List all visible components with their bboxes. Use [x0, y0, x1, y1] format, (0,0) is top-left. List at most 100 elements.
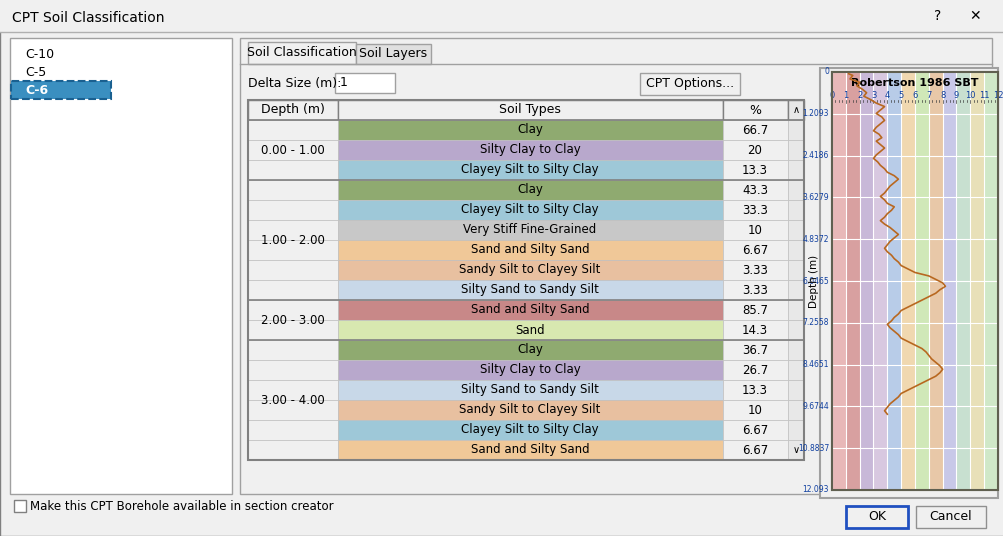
Text: 4.8372: 4.8372 — [801, 235, 828, 244]
Text: 0.00 - 1.00: 0.00 - 1.00 — [261, 144, 325, 157]
Text: 1.00 - 2.00: 1.00 - 2.00 — [261, 234, 325, 247]
Bar — [787, 340, 803, 360]
Bar — [819, 68, 997, 498]
Bar — [787, 300, 803, 320]
Bar — [338, 100, 722, 120]
Text: ✕: ✕ — [968, 9, 980, 23]
Bar — [787, 100, 803, 120]
Bar — [942, 72, 956, 490]
Bar — [831, 72, 845, 490]
Text: Clay: Clay — [517, 344, 543, 356]
Text: 20: 20 — [747, 144, 761, 157]
Bar — [887, 72, 901, 490]
Bar — [722, 340, 787, 360]
Bar — [338, 200, 722, 220]
Text: 43.3: 43.3 — [741, 183, 767, 197]
Text: C-6: C-6 — [25, 84, 48, 96]
Text: 13.3: 13.3 — [741, 383, 767, 397]
Text: 3.33: 3.33 — [741, 264, 767, 277]
Text: 9: 9 — [953, 91, 958, 100]
Text: 9.6744: 9.6744 — [801, 402, 828, 411]
Text: 26.7: 26.7 — [741, 363, 767, 376]
Bar — [722, 380, 787, 400]
Text: 85.7: 85.7 — [741, 303, 767, 316]
Bar — [722, 100, 787, 120]
Text: Silty Clay to Clay: Silty Clay to Clay — [479, 363, 580, 376]
Text: 1: 1 — [340, 77, 347, 90]
Text: 36.7: 36.7 — [741, 344, 767, 356]
Text: Silty Clay to Clay: Silty Clay to Clay — [479, 144, 580, 157]
Text: %: % — [748, 103, 760, 116]
Text: 6.67: 6.67 — [741, 443, 767, 457]
Text: 33.3: 33.3 — [741, 204, 767, 217]
Bar — [338, 340, 722, 360]
Bar — [859, 72, 873, 490]
Text: Sand and Silty Sand: Sand and Silty Sand — [470, 243, 589, 257]
Bar — [338, 140, 722, 160]
Text: CPT Soil Classification: CPT Soil Classification — [12, 11, 164, 25]
Text: 7.2558: 7.2558 — [801, 318, 828, 327]
Text: Soil Classification: Soil Classification — [247, 47, 356, 59]
Text: 5: 5 — [898, 91, 903, 100]
Bar — [248, 400, 338, 420]
Bar — [787, 420, 803, 440]
Bar — [787, 360, 803, 380]
Bar — [983, 72, 997, 490]
Text: C-5: C-5 — [25, 65, 46, 78]
Bar — [14, 500, 26, 512]
Bar — [338, 360, 722, 380]
Text: 12: 12 — [992, 91, 1002, 100]
Bar — [248, 360, 338, 380]
Text: Sand: Sand — [515, 324, 545, 337]
Text: 1: 1 — [843, 91, 848, 100]
Bar — [722, 280, 787, 300]
Bar — [338, 120, 722, 140]
Bar — [722, 200, 787, 220]
Bar — [248, 180, 338, 200]
Bar — [240, 38, 991, 494]
Text: Robertson 1986 SBT: Robertson 1986 SBT — [851, 78, 978, 88]
Bar — [722, 240, 787, 260]
Text: 0: 0 — [823, 68, 828, 77]
Bar — [338, 260, 722, 280]
Bar — [914, 72, 928, 490]
Text: OK: OK — [868, 510, 885, 524]
Text: Silty Sand to Sandy Silt: Silty Sand to Sandy Silt — [460, 284, 599, 296]
Bar — [969, 72, 983, 490]
Bar — [248, 440, 338, 460]
Text: 14.3: 14.3 — [741, 324, 767, 337]
Bar — [338, 440, 722, 460]
Bar — [248, 220, 338, 240]
Bar — [831, 72, 997, 490]
Bar — [722, 360, 787, 380]
Bar — [248, 300, 338, 320]
Bar — [248, 42, 356, 64]
Bar — [722, 160, 787, 180]
Bar — [901, 72, 914, 490]
Bar — [335, 73, 394, 93]
Bar — [338, 300, 722, 320]
Text: Clay: Clay — [517, 123, 543, 137]
Bar — [722, 320, 787, 340]
Bar — [722, 260, 787, 280]
Bar — [338, 160, 722, 180]
Text: Clayey Silt to Silty Clay: Clayey Silt to Silty Clay — [460, 204, 598, 217]
Bar — [787, 320, 803, 340]
Bar — [248, 320, 338, 340]
Bar — [338, 220, 722, 240]
Text: Soil Layers: Soil Layers — [359, 48, 426, 61]
Bar — [787, 140, 803, 160]
Bar — [338, 280, 722, 300]
Text: Delta Size (m):: Delta Size (m): — [248, 77, 341, 90]
Text: 13.3: 13.3 — [741, 163, 767, 176]
Text: 6: 6 — [912, 91, 917, 100]
Bar — [248, 340, 338, 360]
Bar — [248, 140, 338, 160]
Bar — [722, 220, 787, 240]
Bar — [248, 100, 338, 120]
Text: 10: 10 — [747, 224, 761, 236]
Bar — [846, 506, 907, 528]
Bar — [915, 506, 985, 528]
Text: 3.6279: 3.6279 — [801, 193, 828, 202]
Bar — [787, 280, 803, 300]
